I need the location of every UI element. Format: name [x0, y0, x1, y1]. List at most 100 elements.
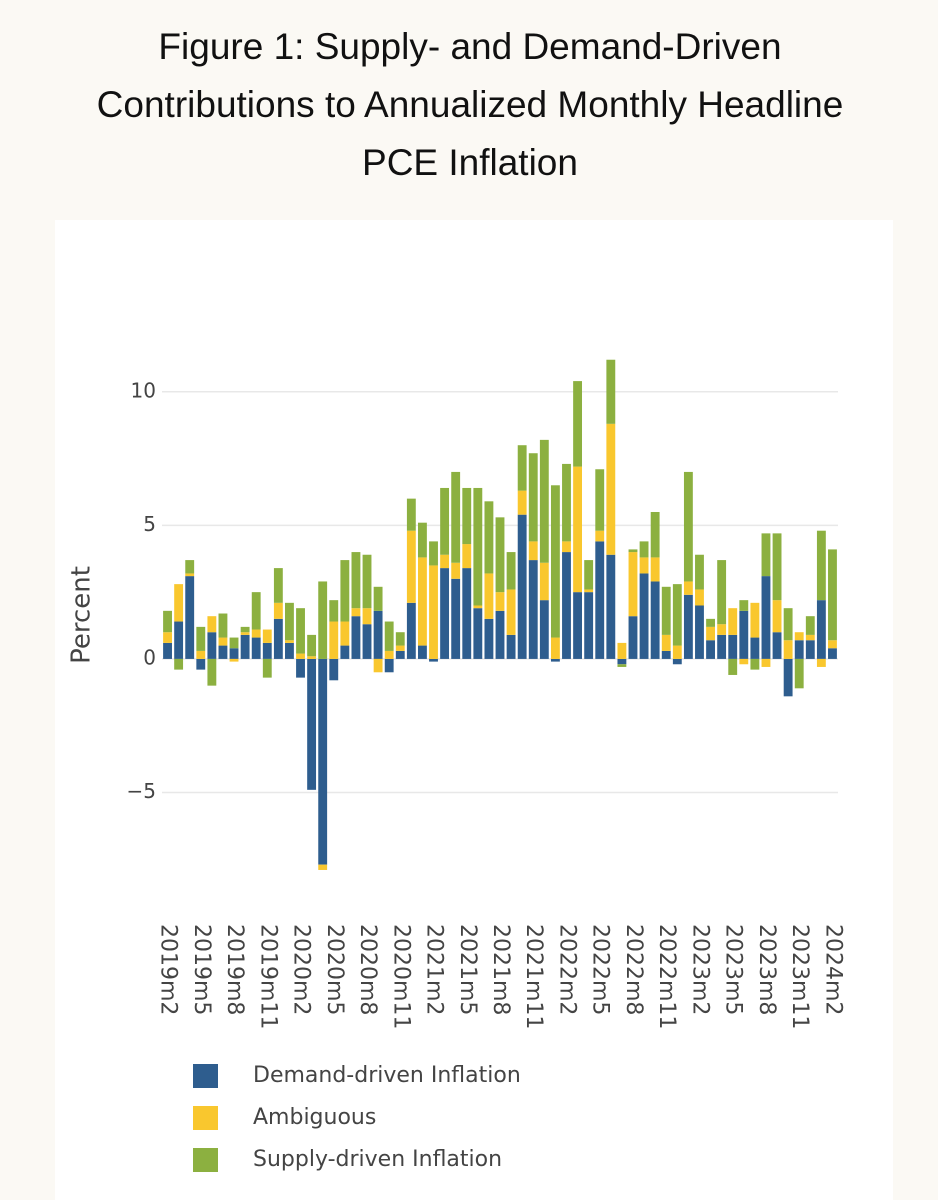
bar-segment	[307, 658, 317, 790]
x-tick-label: 2020m8	[355, 924, 380, 1015]
bar-segment	[395, 650, 405, 659]
bar-segment	[728, 634, 738, 659]
bar-segment	[739, 658, 749, 665]
x-tick-label: 2023m11	[787, 924, 812, 1029]
bar-segment	[185, 573, 195, 577]
bar-segment	[329, 621, 339, 659]
bar-segment	[285, 602, 294, 641]
bar-segment	[440, 568, 450, 659]
bar-segment	[495, 610, 505, 659]
bar-segment	[318, 658, 328, 865]
bar-segment	[517, 490, 527, 515]
bar-segment	[351, 552, 361, 609]
bar-segment	[761, 533, 771, 577]
bar-segment	[661, 634, 671, 651]
bar-segment	[362, 608, 372, 625]
y-tick-label: 10	[131, 378, 156, 402]
bar-segment	[794, 658, 804, 689]
bar-segment	[617, 658, 627, 665]
bar-segment	[706, 640, 715, 659]
x-tick-label: 2024m2	[820, 924, 845, 1015]
bar-segment	[517, 514, 527, 659]
bar-segment	[783, 658, 793, 697]
bar-segment	[717, 634, 727, 659]
x-tick-label: 2021m5	[455, 924, 480, 1015]
bar-segment	[717, 624, 727, 635]
bar-segment	[639, 541, 649, 558]
bar-segment	[816, 530, 826, 601]
bar-segment	[539, 600, 549, 659]
bar-segment	[351, 616, 361, 659]
bar-segment	[473, 608, 483, 659]
bar-segment	[251, 592, 261, 630]
bar-segment	[495, 592, 505, 611]
bar-segment	[163, 610, 172, 633]
x-tick-label: 2022m5	[588, 924, 613, 1015]
bar-segment	[761, 576, 771, 659]
legend-swatch[interactable]	[193, 1106, 218, 1130]
bar-segment	[606, 423, 616, 555]
bar-segment	[672, 584, 682, 646]
bar-segment	[528, 453, 538, 542]
bar-segment	[196, 650, 206, 659]
legend-swatch[interactable]	[193, 1148, 218, 1172]
bar-segment	[617, 664, 627, 667]
bar-segment	[639, 573, 649, 659]
bar-segment	[240, 632, 250, 635]
legend-swatch[interactable]	[193, 1064, 218, 1088]
bar-segment	[695, 589, 704, 606]
bar-segment	[462, 487, 472, 545]
bar-segment	[506, 634, 516, 659]
bar-segment	[728, 608, 738, 635]
bar-segment	[229, 637, 239, 649]
bar-segment	[573, 592, 583, 659]
legend-label[interactable]: Demand-driven Inflation	[253, 1063, 521, 1088]
bar-segment	[329, 600, 339, 622]
bar-segment	[329, 658, 339, 681]
bar-segment	[750, 602, 760, 638]
bar-segment	[406, 602, 416, 659]
x-tick-label: 2019m8	[222, 924, 247, 1015]
bar-segment	[794, 632, 804, 641]
bar-segment	[672, 658, 682, 665]
bar-segment	[373, 610, 383, 659]
bar-segment	[805, 640, 815, 659]
bar-segment	[695, 554, 704, 590]
bar-segment	[207, 616, 217, 633]
bar-segment	[672, 645, 682, 659]
x-tick-label: 2021m2	[422, 924, 447, 1015]
x-tick-label: 2020m11	[388, 924, 413, 1029]
bar-segment	[484, 618, 494, 659]
bar-segment	[562, 552, 571, 659]
bar-segment	[451, 578, 461, 659]
bar-segment	[816, 600, 826, 659]
bar-segment	[229, 648, 239, 659]
bar-segment	[650, 557, 660, 582]
bar-segment	[628, 549, 638, 553]
bar-segment	[207, 632, 217, 659]
bar-segment	[750, 637, 760, 659]
bar-segment	[539, 439, 549, 563]
bar-segment	[340, 621, 350, 646]
bar-segment	[528, 560, 538, 659]
bar-segment	[606, 554, 616, 659]
bar-segment	[595, 469, 605, 531]
x-tick-label: 2019m11	[255, 924, 280, 1029]
bar-segment	[650, 581, 660, 659]
bar-segment	[595, 541, 605, 659]
bar-segment	[573, 381, 583, 467]
legend-label[interactable]: Supply-driven Inflation	[253, 1147, 502, 1172]
bar-segment	[384, 650, 394, 659]
bar-segment	[417, 522, 427, 558]
bar-segment	[406, 498, 416, 531]
legend-label[interactable]: Ambiguous	[253, 1105, 376, 1130]
x-tick-label: 2023m2	[687, 924, 712, 1015]
bar-segment	[761, 658, 771, 667]
bar-segment	[285, 642, 294, 659]
bar-segment	[539, 562, 549, 601]
bar-segment	[683, 594, 693, 659]
bar-segment	[273, 602, 283, 619]
bar-segment	[706, 626, 715, 641]
